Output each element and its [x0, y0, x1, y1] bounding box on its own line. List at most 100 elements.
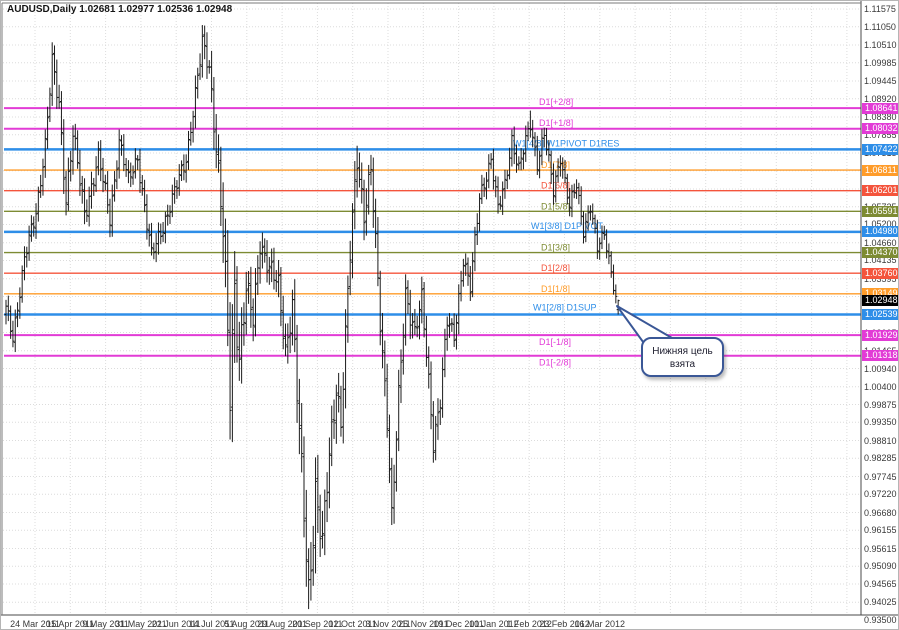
price-tick-label: 1.04660	[864, 237, 897, 248]
ohlc-bar	[431, 401, 435, 463]
ohlc-bar	[420, 276, 424, 324]
ohlc-bar	[32, 216, 36, 237]
price-tick-label: 1.09445	[864, 76, 897, 86]
ohlc-bar	[399, 349, 403, 404]
ohlc-bar	[572, 183, 576, 199]
ohlc-bar	[413, 308, 417, 335]
ohlc-bar	[233, 251, 237, 363]
level-price-label: 1.04370	[862, 247, 898, 259]
level-price-label: 1.03760	[862, 267, 898, 279]
price-tick-label: 1.11050	[864, 21, 896, 32]
ohlc-bar	[334, 384, 338, 444]
price-tick-label: 0.94025	[864, 597, 897, 608]
ohlc-bar	[519, 148, 523, 171]
ohlc-bar	[263, 238, 267, 263]
ohlc-bar	[448, 313, 452, 338]
ohlc-bar	[147, 223, 151, 247]
ohlc-bar	[85, 199, 89, 223]
ohlc-bar	[318, 494, 322, 557]
price-tick-label: 0.98810	[864, 435, 897, 446]
ohlc-bar	[390, 457, 394, 526]
ohlc-bar	[286, 323, 290, 364]
time-axis-label: 5 Aug 2011	[224, 619, 270, 629]
ohlc-bar	[270, 248, 274, 283]
ohlc-bar	[452, 313, 456, 347]
callout-text-line2: взята	[669, 359, 696, 370]
ohlc-bar	[166, 204, 170, 226]
price-tick-label: 0.99350	[864, 417, 897, 428]
ohlc-bar	[364, 188, 368, 236]
ohlc-bar	[136, 155, 140, 171]
ohlc-bar	[46, 106, 50, 149]
ohlc-bar	[427, 346, 431, 389]
ohlc-bar	[570, 184, 574, 218]
ohlc-bar	[378, 270, 382, 346]
price-tick-label: 0.98285	[864, 453, 897, 464]
ohlc-bar	[235, 266, 239, 363]
ohlc-bar	[346, 275, 350, 343]
ohlc-bar	[300, 402, 304, 473]
ohlc-bar	[607, 243, 611, 265]
ohlc-bar	[501, 181, 505, 215]
ohlc-bar	[422, 282, 426, 338]
price-tick-label: 0.94565	[864, 578, 897, 589]
ohlc-bar	[108, 198, 112, 238]
ohlc-bar	[152, 242, 156, 260]
ohlc-bar	[131, 165, 135, 185]
ohlc-bar	[122, 134, 126, 172]
level-caption: W1[2/8] D1SUP	[533, 302, 597, 312]
ohlc-bar	[94, 156, 98, 192]
ohlc-bar	[256, 255, 260, 295]
time-axis-label: 23 Feb 2012	[539, 619, 590, 629]
ohlc-bar	[247, 271, 251, 304]
ohlc-bar	[198, 53, 202, 80]
ohlc-bar	[101, 157, 105, 193]
price-tick-label: 0.95090	[864, 561, 897, 572]
ohlc-bar	[226, 230, 230, 347]
ohlc-bar	[528, 110, 532, 138]
ohlc-bar	[80, 175, 84, 204]
ohlc-bar	[4, 299, 8, 325]
level-caption: D1[2/8]	[541, 263, 570, 273]
time-axis-label: 1 Feb 2012	[506, 619, 552, 629]
ohlc-bar	[92, 177, 96, 196]
ohlc-bar	[498, 195, 502, 210]
level-price-label: 1.04980	[862, 226, 898, 238]
ohlc-bar	[106, 171, 110, 214]
level-price-label: 1.05591	[862, 205, 898, 217]
ohlc-bar	[323, 489, 327, 556]
ohlc-bar	[482, 177, 486, 197]
ohlc-bar	[76, 130, 80, 169]
ohlc-bar	[272, 247, 276, 290]
ohlc-bar	[540, 128, 544, 166]
ohlc-bar	[36, 186, 40, 222]
ohlc-bar	[602, 225, 606, 240]
ohlc-bar	[360, 162, 364, 204]
price-tick-label: 1.08920	[864, 93, 897, 104]
ohlc-bar	[535, 135, 539, 176]
ohlc-bar	[307, 548, 311, 610]
time-axis-label: 24 Mar 2011	[10, 619, 60, 629]
ohlc-bar	[438, 399, 442, 426]
ohlc-bar	[316, 454, 320, 534]
callout-note[interactable]: Нижняя цель взята	[641, 337, 724, 377]
ohlc-bar	[471, 252, 475, 298]
ohlc-bar	[200, 25, 204, 78]
ohlc-bar	[16, 302, 20, 328]
ohlc-bar	[297, 378, 301, 455]
ohlc-bar	[34, 203, 38, 239]
ohlc-bar	[133, 148, 137, 179]
ohlc-bar	[515, 144, 519, 173]
ohlc-bar	[385, 363, 389, 438]
price-tick-label: 1.05200	[864, 219, 897, 230]
level-price-label: 1.07422	[862, 143, 898, 155]
ohlc-bar	[302, 436, 306, 538]
ohlc-bar	[374, 198, 378, 249]
ohlc-bar	[394, 431, 398, 492]
ohlc-bar	[83, 178, 87, 225]
ohlc-bar	[191, 110, 195, 143]
ohlc-bar	[450, 318, 454, 332]
ohlc-bar	[6, 295, 10, 322]
ohlc-bar	[237, 321, 241, 381]
